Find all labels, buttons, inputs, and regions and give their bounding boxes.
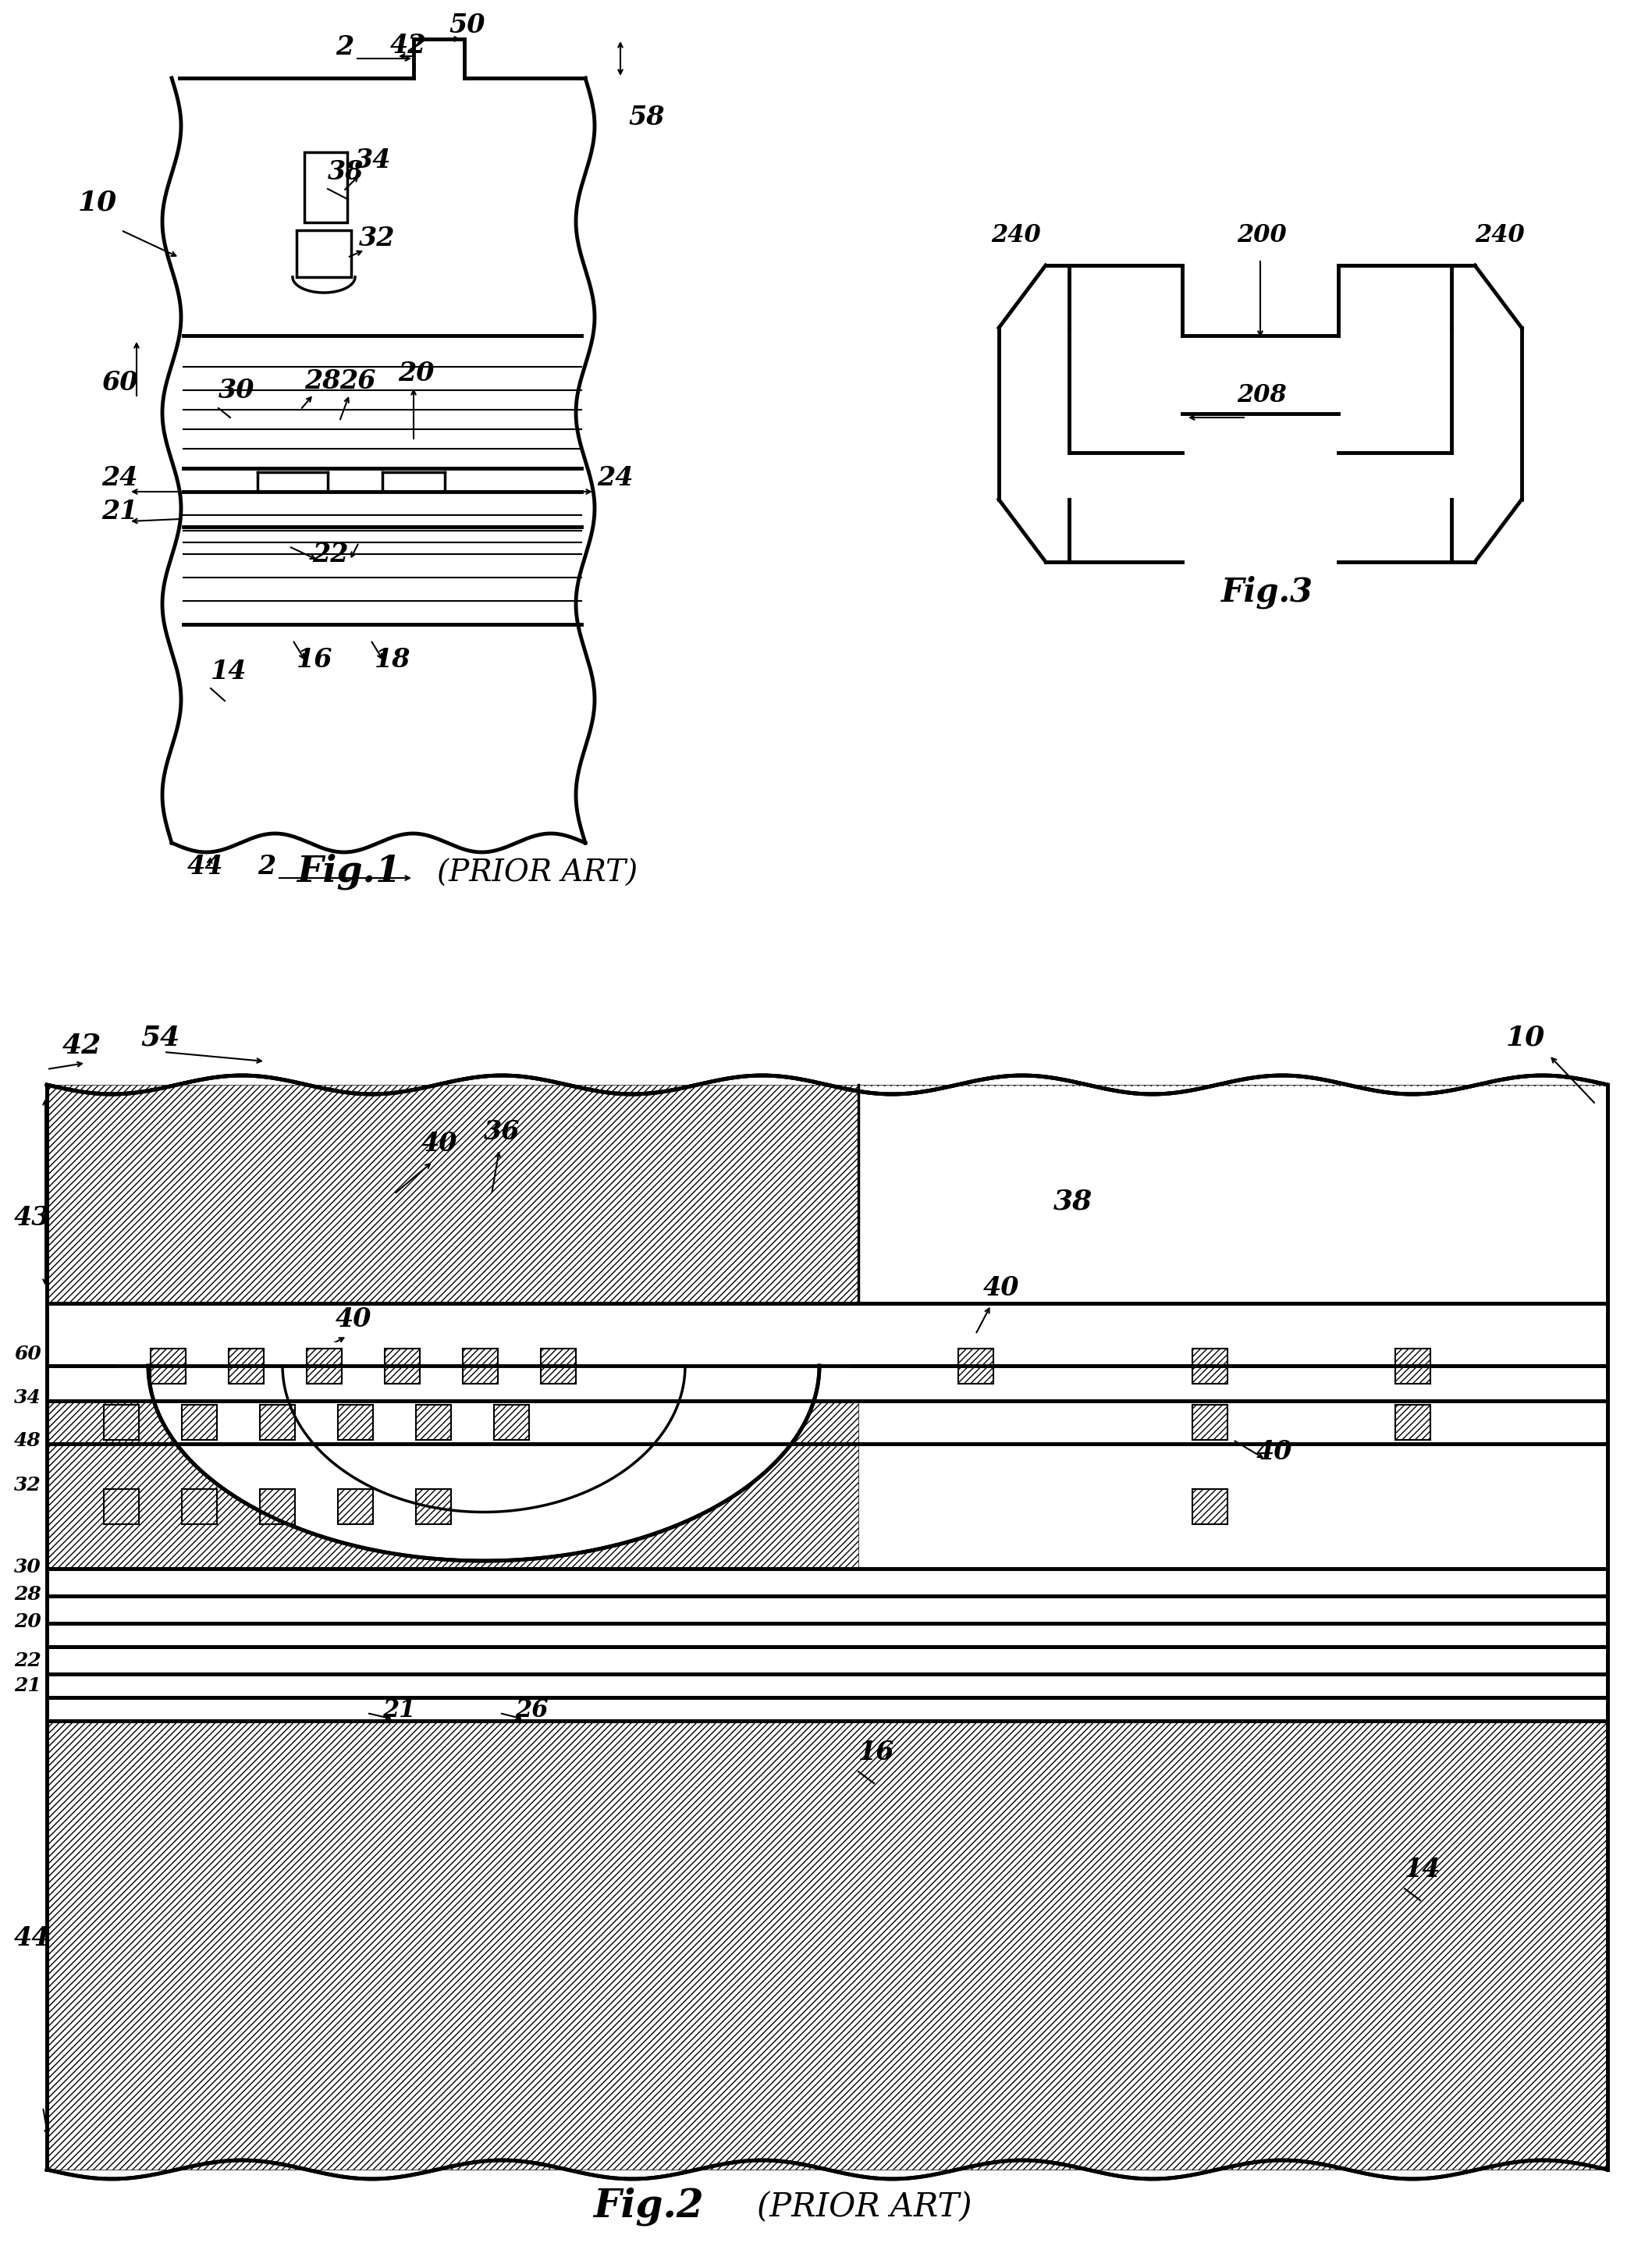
Text: 240: 240 <box>991 223 1041 248</box>
Bar <box>958 1347 993 1384</box>
Text: 18: 18 <box>375 648 411 673</box>
Text: 58: 58 <box>628 104 664 131</box>
Text: 10: 10 <box>1507 1025 1545 1052</box>
Text: Fig.1: Fig.1 <box>296 853 401 889</box>
Text: 40: 40 <box>983 1275 1019 1300</box>
Bar <box>385 1347 420 1384</box>
Text: 38: 38 <box>1054 1189 1092 1214</box>
Bar <box>46 1402 859 1569</box>
Text: 43: 43 <box>15 1205 50 1230</box>
Text: 34: 34 <box>355 147 392 174</box>
Text: 34: 34 <box>15 1388 41 1406</box>
Text: 32: 32 <box>15 1476 41 1494</box>
Bar <box>46 1720 1607 2169</box>
Text: 44: 44 <box>15 1925 50 1950</box>
Text: Fig.3: Fig.3 <box>1221 576 1313 609</box>
Bar <box>182 1490 216 1523</box>
Text: 20: 20 <box>398 361 434 386</box>
Text: 24: 24 <box>596 465 633 490</box>
Text: 28: 28 <box>15 1584 41 1605</box>
Text: 16: 16 <box>296 648 332 673</box>
Bar <box>1394 1347 1431 1384</box>
Text: 16: 16 <box>859 1740 895 1765</box>
Text: 21: 21 <box>15 1677 41 1695</box>
Text: 60: 60 <box>101 370 137 395</box>
Bar <box>463 1347 497 1384</box>
Text: 40: 40 <box>335 1307 372 1332</box>
Text: 10: 10 <box>78 190 117 217</box>
Bar <box>337 1490 373 1523</box>
Bar <box>1193 1404 1227 1440</box>
Text: 26: 26 <box>515 1697 548 1722</box>
Text: 42: 42 <box>390 34 426 59</box>
Bar <box>1394 1404 1431 1440</box>
Text: 24: 24 <box>101 465 137 490</box>
Text: 26: 26 <box>339 368 375 395</box>
Text: 21: 21 <box>101 499 137 524</box>
Text: 2: 2 <box>335 34 354 61</box>
Text: 48: 48 <box>15 1431 41 1449</box>
Text: 2: 2 <box>258 853 276 880</box>
Text: (PRIOR ART): (PRIOR ART) <box>438 860 638 887</box>
Text: 21: 21 <box>382 1697 416 1722</box>
Text: 32: 32 <box>358 226 395 251</box>
Text: 40: 40 <box>1257 1440 1292 1465</box>
Text: 54: 54 <box>140 1025 180 1052</box>
Text: 200: 200 <box>1237 223 1287 248</box>
Bar <box>304 151 347 223</box>
Text: 208: 208 <box>1237 384 1287 406</box>
Text: 38: 38 <box>327 160 363 185</box>
Text: 40: 40 <box>421 1131 458 1156</box>
Bar <box>150 1347 185 1384</box>
Text: (PRIOR ART): (PRIOR ART) <box>757 2192 971 2223</box>
Bar <box>104 1490 139 1523</box>
Bar <box>416 1404 451 1440</box>
Bar <box>259 1490 294 1523</box>
Text: 240: 240 <box>1475 223 1525 248</box>
Bar <box>46 1086 1607 1302</box>
Bar <box>540 1347 575 1384</box>
Bar <box>494 1404 529 1440</box>
Bar <box>259 1404 294 1440</box>
Text: 20: 20 <box>15 1611 41 1632</box>
Bar <box>1193 1347 1227 1384</box>
Bar <box>859 1086 1606 1302</box>
Text: 36: 36 <box>484 1119 520 1144</box>
Text: 22: 22 <box>15 1652 41 1670</box>
Text: 14: 14 <box>211 659 248 684</box>
Text: 44: 44 <box>187 853 223 880</box>
Bar <box>1193 1490 1227 1523</box>
Text: 22: 22 <box>312 542 349 567</box>
Bar <box>117 1343 851 1370</box>
Polygon shape <box>149 1365 819 1562</box>
Bar <box>337 1404 373 1440</box>
Text: 14: 14 <box>1404 1858 1441 1882</box>
Bar <box>416 1490 451 1523</box>
Text: 60: 60 <box>15 1345 41 1363</box>
Text: 42: 42 <box>63 1031 102 1059</box>
Text: 28: 28 <box>304 368 340 395</box>
Bar <box>104 1404 139 1440</box>
Bar <box>306 1347 342 1384</box>
Text: 30: 30 <box>15 1557 41 1575</box>
Bar <box>228 1347 263 1384</box>
Text: 30: 30 <box>218 377 254 404</box>
Text: Fig.2: Fig.2 <box>593 2187 704 2225</box>
Bar <box>296 230 352 278</box>
Bar <box>182 1404 216 1440</box>
Text: 50: 50 <box>449 14 486 38</box>
